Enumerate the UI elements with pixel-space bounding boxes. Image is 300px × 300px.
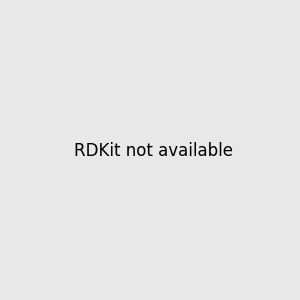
Text: RDKit not available: RDKit not available [74,142,233,160]
